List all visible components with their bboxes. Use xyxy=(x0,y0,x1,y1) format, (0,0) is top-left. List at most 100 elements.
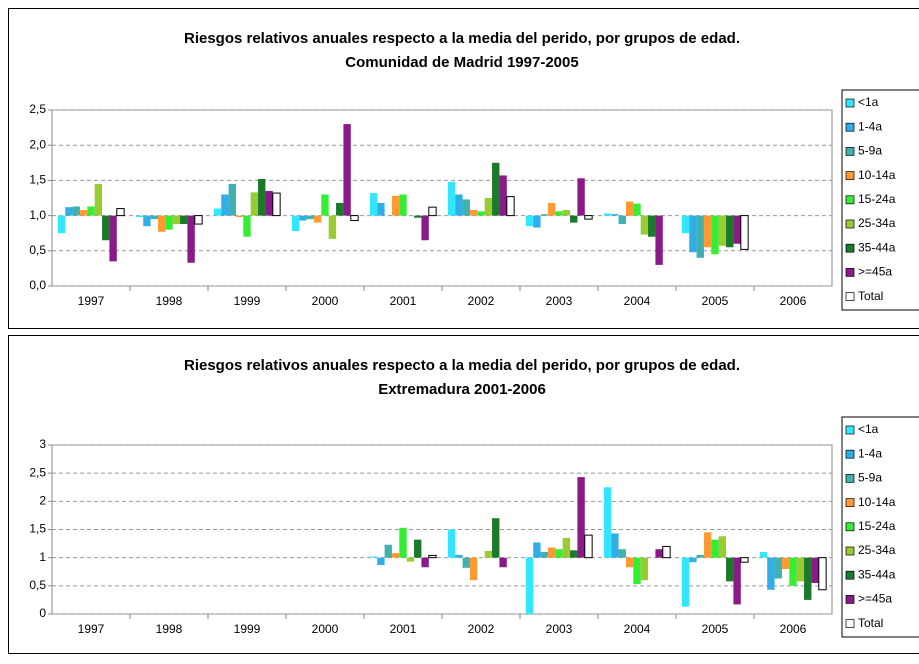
legend-label: 25-34a xyxy=(858,543,896,557)
bar xyxy=(633,204,640,216)
bar xyxy=(87,206,94,215)
bar xyxy=(336,203,343,216)
bar xyxy=(485,198,492,216)
bar xyxy=(533,216,540,228)
bar xyxy=(704,216,711,248)
bar xyxy=(633,558,640,584)
bar xyxy=(655,549,662,557)
bar xyxy=(704,532,711,557)
bar xyxy=(641,216,648,235)
bar xyxy=(73,206,80,215)
bar xyxy=(314,216,321,223)
bar xyxy=(663,546,670,557)
bar xyxy=(526,558,533,614)
x-tick-label: 2002 xyxy=(468,622,495,636)
legend-label: Total xyxy=(858,289,883,303)
x-tick-label: 2003 xyxy=(546,622,573,636)
bar xyxy=(448,530,455,558)
bar xyxy=(273,193,280,216)
legend-swatch xyxy=(846,620,854,628)
bar xyxy=(819,558,826,590)
bar xyxy=(689,558,696,563)
x-tick-label: 1999 xyxy=(234,294,261,308)
legend-label: 35-44a xyxy=(858,567,896,581)
bar xyxy=(377,203,384,216)
legend-label: 10-14a xyxy=(858,168,896,182)
legend-swatch xyxy=(846,196,854,204)
legend-label: >=45a xyxy=(858,265,892,279)
y-tick-label: 2 xyxy=(39,494,46,508)
legend-label: 1-4a xyxy=(858,446,882,460)
y-tick-label: 0 xyxy=(39,606,46,620)
legend-label: <1a xyxy=(858,95,879,109)
x-tick-label: 2004 xyxy=(624,622,651,636)
bar xyxy=(329,216,336,239)
bar xyxy=(421,558,428,568)
bar xyxy=(648,216,655,237)
chart-subtitle: Comunidad de Madrid 1997-2005 xyxy=(345,54,578,71)
bar xyxy=(292,216,299,231)
y-tick-label: 1 xyxy=(39,550,46,564)
bar xyxy=(399,194,406,215)
x-tick-label: 2001 xyxy=(390,294,417,308)
bar xyxy=(143,216,150,227)
x-tick-label: 2006 xyxy=(780,294,807,308)
bar xyxy=(136,216,143,217)
legend-label: 5-9a xyxy=(858,471,882,485)
legend-swatch xyxy=(846,293,854,301)
y-tick-label: 1,0 xyxy=(29,208,46,222)
bar xyxy=(180,216,187,224)
bar xyxy=(492,163,499,216)
legend-swatch xyxy=(846,499,854,507)
bar xyxy=(760,552,767,558)
bar xyxy=(555,549,562,557)
bar xyxy=(726,216,733,248)
bar xyxy=(655,216,662,265)
bar xyxy=(95,184,102,216)
bar xyxy=(492,518,499,557)
y-tick-label: 2,0 xyxy=(29,137,46,151)
x-tick-label: 2002 xyxy=(468,294,495,308)
x-tick-label: 2003 xyxy=(546,294,573,308)
bar xyxy=(392,196,399,216)
legend-swatch xyxy=(846,523,854,531)
x-tick-label: 2005 xyxy=(702,294,729,308)
legend-label: 1-4a xyxy=(858,119,882,133)
bar xyxy=(626,202,633,216)
bar xyxy=(343,124,350,216)
bar xyxy=(804,558,811,600)
bar xyxy=(563,538,570,558)
bar xyxy=(463,558,470,568)
bar xyxy=(392,553,399,558)
bar xyxy=(682,216,689,234)
bar xyxy=(789,558,796,586)
bar xyxy=(265,191,272,216)
bar xyxy=(626,558,633,568)
legend-swatch xyxy=(846,595,854,603)
bar xyxy=(370,557,377,558)
bar xyxy=(414,216,421,218)
x-tick-label: 2000 xyxy=(312,622,339,636)
legend-label: 5-9a xyxy=(858,144,882,158)
legend-swatch xyxy=(846,571,854,579)
legend-swatch xyxy=(846,123,854,131)
legend-label: <1a xyxy=(858,422,879,436)
bar xyxy=(429,555,436,557)
legend-swatch xyxy=(846,220,854,228)
bar xyxy=(604,487,611,557)
bar xyxy=(221,194,228,215)
bar xyxy=(775,558,782,579)
bar xyxy=(548,203,555,216)
bar xyxy=(321,194,328,215)
bar xyxy=(117,209,124,216)
chart-title: Riesgos relativos anuales respecto a la … xyxy=(184,30,740,47)
bar xyxy=(470,210,477,216)
x-tick-label: 2004 xyxy=(624,294,651,308)
bar xyxy=(65,207,72,215)
bar xyxy=(173,216,180,224)
bar xyxy=(58,216,65,234)
bar xyxy=(499,175,506,215)
bar xyxy=(719,216,726,246)
